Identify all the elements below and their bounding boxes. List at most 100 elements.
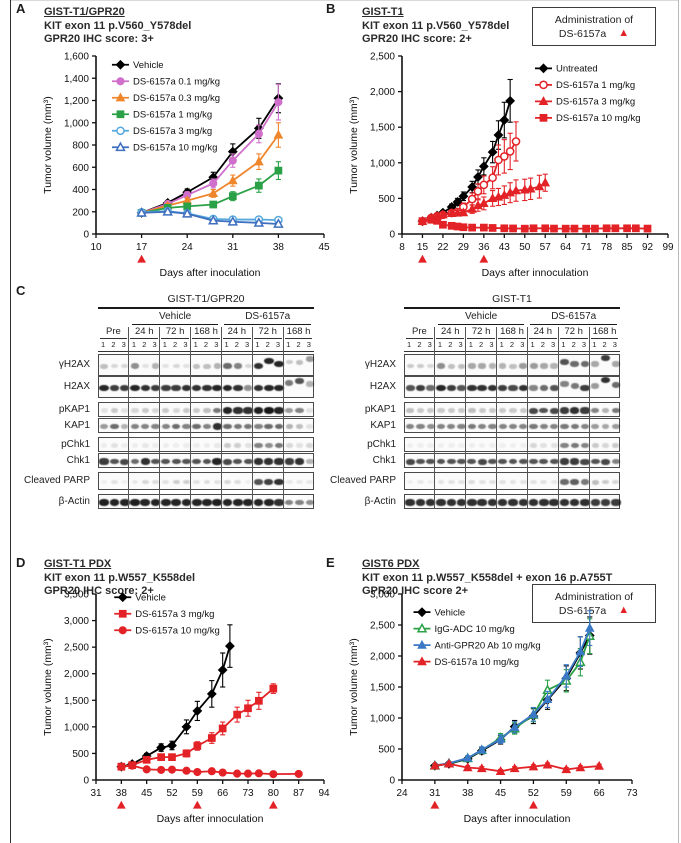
blot-band [488,408,497,413]
blot-band [529,363,538,369]
blot-band [446,499,457,506]
blot-band [478,363,486,369]
marker-square [118,609,127,618]
blot-band [253,384,264,392]
blot-band [560,423,569,430]
blot-row-label: pChk1 [367,439,396,450]
y-tick-label: 0 [389,776,395,787]
blot-band [447,363,455,369]
x-tick-label: 45 [141,788,153,799]
marker-diamond [206,689,217,699]
blot-band [295,359,304,365]
blot-row-box [98,418,314,433]
x-tick-label: 99 [662,242,674,253]
blot-band [172,363,180,369]
blot-band [508,458,518,465]
chart-panel-A: 0 200 400 600 800 1,000 1,200 1,400 1,600 10 17 24 3… [42,52,330,280]
blot-band [306,443,314,448]
blot-band [109,458,119,465]
y-tick-label: 500 [378,194,395,205]
blot-lane-number: 3 [581,340,587,349]
blot-band [417,479,424,485]
x-tick-label: 85 [622,242,634,253]
marker-triangle [538,96,549,105]
blot-row-label: γH2AX [364,359,396,370]
marker-triangle [584,622,595,632]
blot-band [294,458,305,465]
blot-lane-number: 3 [551,340,556,349]
blot-treatment-label: Vehicle [437,310,525,325]
blot-band [427,363,435,369]
blot-band [478,408,486,413]
marker-square [228,192,237,201]
marker-square [520,224,529,233]
blot-band [457,408,466,413]
blot-band [487,499,498,506]
administration-triangle-icon: ▲ [618,604,630,616]
figure-left-rule [10,0,11,843]
blot-band [100,423,109,430]
blot-band [467,458,477,465]
blot-band [467,423,477,430]
blot-band [509,363,517,369]
administration-day-triangle-icon [116,800,126,809]
x-tick-label: 66 [594,788,606,799]
blot-band [590,458,600,465]
blot-band [130,363,140,369]
blot-band [109,499,120,506]
blot-band [416,363,425,369]
blot-band [539,363,548,369]
blot-band [171,499,181,506]
blot-band [223,423,232,430]
marker-circle [118,626,127,635]
blot-band [131,479,139,485]
blot-band [489,479,496,485]
panel-d-title: GIST-T1 PDX KIT exon 11 p.W557_K558del G… [44,558,195,599]
blot-lane-rule [404,351,620,352]
x-tick-label: 45 [495,788,507,799]
blot-band [285,499,294,506]
legend-label: DS-6157a 3 mg/kg [133,126,212,137]
blot-band [182,423,191,430]
blot-band [539,458,549,465]
legend-label: Anti-GPR20 Ab 10 mg/kg [435,640,541,651]
blot-band [550,363,558,369]
blot-band [119,499,130,506]
x-tick-label: 45 [318,242,330,253]
legend-label: IgG-ADC 10 mg/kg [435,624,515,635]
blot-band [306,458,314,465]
blot-band [264,442,273,449]
marker-triangle [540,177,551,187]
marker-square [541,224,550,233]
blot-band [447,443,455,448]
marker-circle [269,770,278,779]
panel-letter-d: D [16,555,26,570]
axes: 0 500 1,000 1,500 2,000 2,500 8 15 22 29 36 43 50 57 6… [348,52,674,280]
chart-panel-D: 0 500 1,000 1,500 2,000 2,500 3,000 3,500 31 38 45… [42,590,330,826]
chart-panel-B: 0 500 1,000 1,500 2,000 2,500 8 15 22 29 36 43 50 57 6… [348,52,674,280]
blot-band [121,408,129,413]
blot-band [518,384,529,392]
blot-band [213,479,221,485]
marker-square [274,166,283,175]
blot-row-label: γH2AX [58,359,90,370]
marker-circle [488,173,497,183]
blot-band [243,407,253,414]
blot-band [550,443,558,448]
blot-band [263,407,274,414]
marker-square [582,224,591,233]
blot-band [120,423,129,430]
blot-timepoint-label: 72 h [467,326,496,339]
y-tick-label: 500 [378,745,395,756]
x-tick-label: 22 [437,242,449,253]
marker-triangle [115,92,126,102]
blot-band [222,407,233,414]
blot-band [253,458,264,465]
blot-band [405,458,415,465]
marker-square [561,224,570,233]
marker-triangle [438,209,448,219]
blot-row-label: Cleaved PARP [330,475,396,486]
blot-band [244,385,253,391]
blot-band [600,376,611,384]
blot-band [121,479,129,485]
